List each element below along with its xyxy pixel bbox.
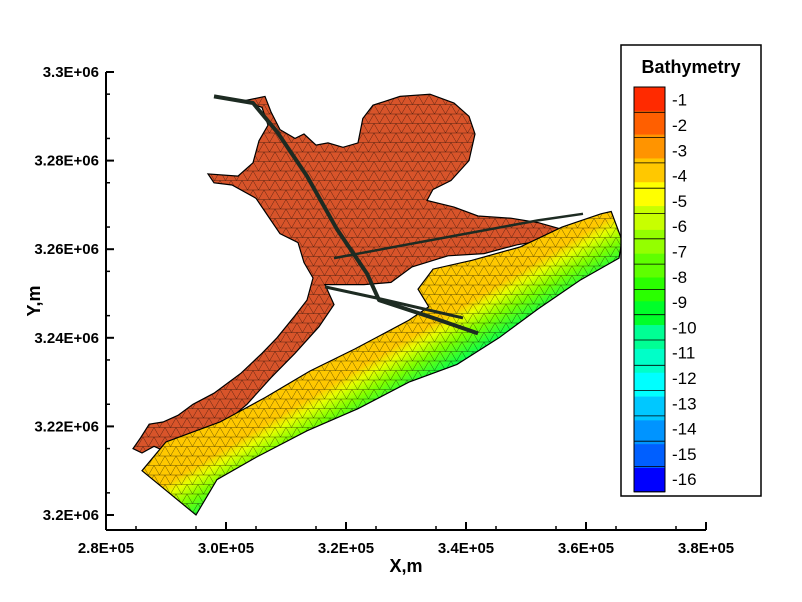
legend-swatch <box>634 134 665 159</box>
legend-label: -12 <box>672 369 697 388</box>
legend-swatch <box>634 348 665 374</box>
y-tick-label: 3.28E+06 <box>34 153 99 170</box>
y-tick-label: 3.3E+06 <box>43 64 99 81</box>
legend-label: -11 <box>672 344 695 363</box>
x-tick-label: 3.6E+05 <box>558 540 614 557</box>
legend-label: -8 <box>672 268 687 287</box>
y-tick-label: 3.24E+06 <box>34 330 99 347</box>
legend-label: -5 <box>672 192 687 211</box>
legend-label: -10 <box>672 318 697 337</box>
y-ticks: 3.2E+06 3.22E+06 3.24E+06 3.26E+06 3.28E+06 3… <box>34 64 114 524</box>
x-tick-label: 3.2E+05 <box>318 540 374 557</box>
legend-label: -9 <box>672 293 687 312</box>
legend-swatch <box>634 87 665 112</box>
legend-label: -3 <box>672 141 687 160</box>
y-axis-title: Y,m <box>24 285 44 316</box>
legend-label: -15 <box>672 445 697 464</box>
legend-label: -6 <box>672 217 687 236</box>
legend-label: -2 <box>672 116 687 135</box>
mesh-layer <box>132 93 623 516</box>
legend-swatch <box>634 206 665 231</box>
legend-swatch <box>634 158 665 183</box>
legend-swatch <box>634 420 665 445</box>
y-tick-label: 3.26E+06 <box>34 241 99 258</box>
legend-title: Bathymetry <box>641 57 740 77</box>
legend-swatch <box>634 444 665 469</box>
axes <box>105 72 706 531</box>
x-ticks: 2.8E+05 3.0E+05 3.2E+05 3.4E+05 3.6E+05 3.8E+… <box>78 522 734 557</box>
jetty-line <box>324 285 464 320</box>
legend-swatches <box>633 86 666 493</box>
legend-labels: -1 -2 -3 -4 -5 -6 -7 -8 -9 -10 -11 -12 -13 -14 -15 -16 <box>672 91 697 489</box>
x-tick-label: 3.4E+05 <box>438 540 494 557</box>
bay-mesh <box>133 94 562 465</box>
ship-channel <box>213 94 479 336</box>
legend-swatch <box>634 229 665 254</box>
legend-swatch <box>634 467 665 493</box>
legend-label: -1 <box>672 91 687 110</box>
legend-swatch <box>634 372 665 397</box>
legend-swatch <box>634 182 665 207</box>
coast-line <box>333 212 584 260</box>
legend-label: -16 <box>672 470 697 489</box>
y-tick-label: 3.22E+06 <box>34 418 99 435</box>
x-axis-title: X,m <box>389 556 422 576</box>
legend-label: -14 <box>672 420 697 439</box>
legend: Bathymetry -1-2-3-4-5-6-7-8-9-10-11-12-1… <box>620 44 762 497</box>
x-tick-label: 2.8E+05 <box>78 540 134 557</box>
legend-label: -7 <box>672 242 687 261</box>
gulf-mesh <box>142 211 622 515</box>
legend-label: -13 <box>672 394 697 413</box>
legend-swatch <box>634 110 665 135</box>
legend-swatch <box>634 301 665 326</box>
x-tick-label: 3.8E+05 <box>678 540 734 557</box>
legend-swatch <box>634 396 665 421</box>
legend-swatch <box>634 253 665 278</box>
x-tick-label: 3.0E+05 <box>198 540 254 557</box>
legend-swatch <box>634 325 665 350</box>
y-tick-label: 3.2E+06 <box>43 507 99 524</box>
legend-label: -4 <box>672 167 687 186</box>
